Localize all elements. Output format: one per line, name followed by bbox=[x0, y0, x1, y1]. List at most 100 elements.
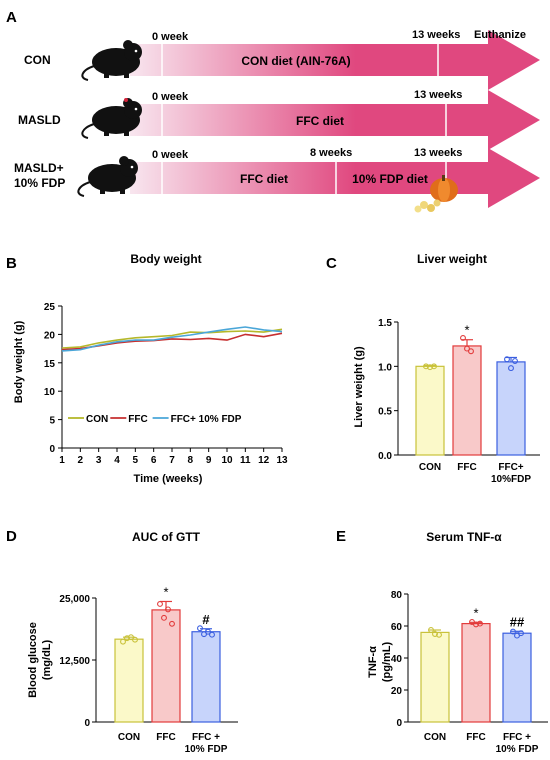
x-tick-label: 8 bbox=[188, 455, 194, 466]
x-tick-label: 7 bbox=[169, 455, 175, 466]
y-tick-label: 10 bbox=[44, 387, 56, 398]
y-tick-label: 0.5 bbox=[378, 407, 392, 418]
y-tick-label: 25 bbox=[44, 302, 56, 313]
x-tick-label: 3 bbox=[96, 455, 102, 466]
chart-title: Serum TNF-α bbox=[426, 530, 502, 544]
y-tick-label: 0 bbox=[84, 718, 90, 729]
mouse-icon bbox=[81, 40, 142, 81]
x-tick-label-line2: 10% FDP bbox=[496, 744, 539, 755]
panel-d: D AUC of GTT Blood glucose (mg/dL) 0 12,5… bbox=[6, 528, 238, 755]
chart-title: Body weight bbox=[130, 252, 201, 266]
panel-c-label: C bbox=[326, 255, 337, 272]
x-tick-label: 1 bbox=[59, 455, 65, 466]
data-point bbox=[157, 601, 163, 607]
y-tick-label: 40 bbox=[391, 654, 403, 665]
data-point bbox=[518, 630, 524, 637]
data-point bbox=[436, 631, 442, 638]
y-axis-label: Body weight (g) bbox=[13, 320, 25, 403]
x-tick-label: 4 bbox=[114, 455, 120, 466]
pumpkin-icon bbox=[414, 175, 458, 213]
timeline-arrow bbox=[130, 90, 540, 150]
data-point bbox=[460, 335, 466, 341]
bar bbox=[452, 345, 482, 456]
data-point bbox=[165, 606, 171, 613]
panel-c: C Liver weight Liver weight (g) 0.0 0.5 1.… bbox=[326, 252, 540, 485]
mid-label: 8 weeks bbox=[310, 147, 352, 159]
y-tick-label: 0 bbox=[396, 718, 402, 729]
y-axis-label-line2: (pg/mL) bbox=[381, 642, 393, 683]
chart-title: AUC of GTT bbox=[132, 530, 201, 544]
x-tick-label: FFC bbox=[466, 732, 485, 743]
data-point bbox=[504, 356, 510, 363]
bar bbox=[191, 631, 221, 723]
y-tick-label: 0 bbox=[49, 444, 55, 455]
diet2-label: 10% FDP diet bbox=[352, 172, 428, 186]
significance-mark: * bbox=[464, 323, 469, 338]
timeline-row-con: CON 0 week 13 weeks Euthanize CON diet (… bbox=[24, 29, 540, 90]
x-tick-label: CON bbox=[419, 462, 441, 473]
start-label: 0 week bbox=[152, 31, 189, 43]
bar bbox=[502, 632, 532, 723]
data-point bbox=[464, 345, 470, 352]
y-tick-label: 20 bbox=[391, 686, 403, 697]
data-point bbox=[161, 614, 167, 621]
series-line bbox=[61, 328, 283, 349]
bar bbox=[151, 609, 181, 723]
y-tick-label: 20 bbox=[44, 330, 56, 341]
y-tick-label: 12,500 bbox=[59, 656, 90, 667]
bar bbox=[496, 361, 526, 456]
x-tick-label: 2 bbox=[78, 455, 84, 466]
data-point bbox=[201, 631, 207, 638]
end-label: 13 weeks bbox=[412, 29, 460, 41]
panel-b-label: B bbox=[6, 255, 17, 272]
data-point bbox=[423, 363, 429, 370]
liver-dot-icon bbox=[124, 98, 128, 102]
legend-entry: CON bbox=[86, 414, 108, 425]
significance-mark: * bbox=[163, 584, 168, 599]
end-label: 13 weeks bbox=[414, 147, 462, 159]
data-point bbox=[510, 628, 516, 635]
data-point bbox=[197, 625, 203, 632]
data-point bbox=[508, 365, 514, 372]
y-axis-label-line2: (mg/dL) bbox=[41, 640, 53, 681]
y-tick-label: 60 bbox=[391, 622, 403, 633]
group-label: CON bbox=[24, 53, 51, 67]
legend-entry: FFC bbox=[128, 414, 147, 425]
x-tick-label-line2: 10%FDP bbox=[491, 474, 531, 485]
end-label: 13 weeks bbox=[414, 89, 462, 101]
start-label: 0 week bbox=[152, 91, 189, 103]
bar bbox=[420, 631, 450, 723]
x-tick-label: 6 bbox=[151, 455, 157, 466]
x-tick-label-line2: 10% FDP bbox=[185, 744, 228, 755]
y-axis-label: TNF-α bbox=[367, 646, 379, 678]
x-tick-label: 5 bbox=[133, 455, 139, 466]
data-point bbox=[124, 635, 130, 642]
panel-b: B Body weight Time (weeks) Body weight (… bbox=[6, 252, 288, 485]
y-tick-label: 5 bbox=[49, 416, 55, 427]
x-tick-label: CON bbox=[424, 732, 446, 743]
panel-e-label: E bbox=[336, 528, 346, 545]
data-point bbox=[468, 348, 474, 355]
panel-e: E Serum TNF-α TNF-α (pg/mL) 0 20 40 60 80 CON… bbox=[336, 528, 548, 755]
x-tick-label: CON bbox=[118, 732, 140, 743]
data-point bbox=[477, 620, 483, 627]
diet-label: FFC diet bbox=[240, 172, 288, 186]
timeline-row-masld: MASLD 0 week 13 weeks FFC diet bbox=[18, 89, 540, 150]
x-tick-label: 12 bbox=[258, 455, 270, 466]
chart-title: Liver weight bbox=[417, 252, 487, 266]
x-tick-label: 9 bbox=[206, 455, 212, 466]
bar bbox=[461, 622, 491, 723]
y-tick-label: 1.5 bbox=[378, 318, 392, 329]
x-tick-label: 10 bbox=[221, 455, 233, 466]
y-tick-label: 0.0 bbox=[378, 451, 392, 462]
panel-d-label: D bbox=[6, 528, 17, 545]
diet-label: CON diet (AIN-76A) bbox=[241, 54, 350, 68]
y-axis-label: Liver weight (g) bbox=[353, 346, 365, 428]
data-point bbox=[169, 620, 175, 627]
data-point bbox=[120, 638, 126, 645]
data-point bbox=[427, 364, 433, 371]
euthanize-label: Euthanize bbox=[474, 29, 526, 41]
data-point bbox=[132, 636, 138, 643]
data-point bbox=[432, 631, 438, 637]
